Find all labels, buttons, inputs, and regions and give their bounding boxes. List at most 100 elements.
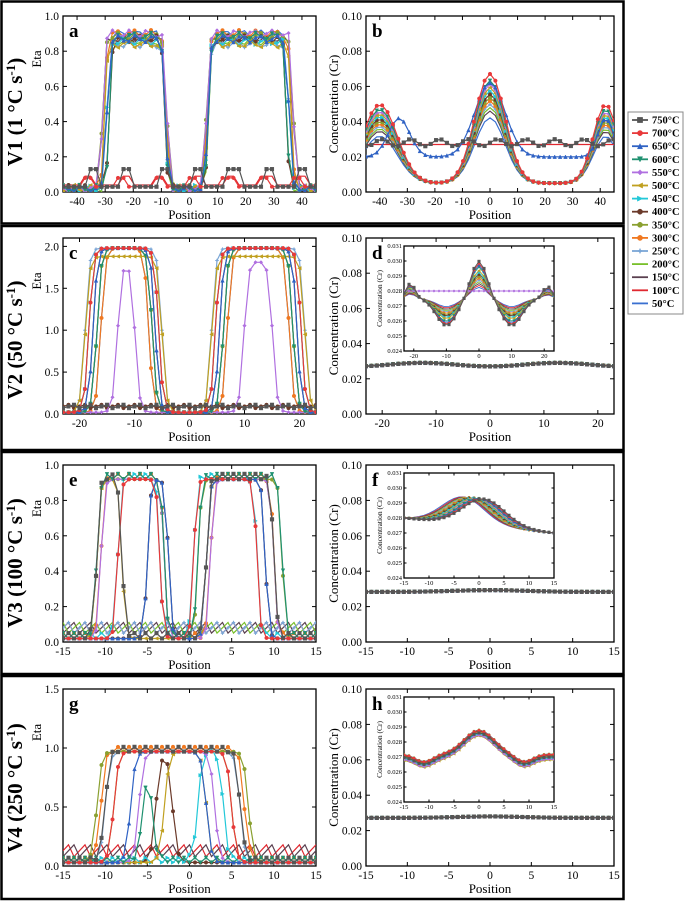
y-tick-label: 0.8 <box>45 495 60 507</box>
inset-y-label: Concentration (Cr) <box>375 270 384 327</box>
y-tick-label: 0.10 <box>342 11 362 23</box>
y-axis-label: Eta <box>29 272 44 290</box>
y-tick-label: 0.024 <box>387 575 402 582</box>
panel-letter-h: h <box>372 694 383 715</box>
x-tick-label: 10 <box>567 646 579 658</box>
panel-letter-e: e <box>69 470 77 491</box>
series-line <box>63 261 316 413</box>
y-tick-label: 0.4 <box>45 566 60 578</box>
y-tick-label: 0.031 <box>387 694 402 701</box>
series-line <box>63 759 316 864</box>
legend-label: 550°C <box>652 168 680 179</box>
x-tick-label: -40 <box>372 196 388 208</box>
x-tick-label: -5 <box>451 580 456 587</box>
y-tick-label: 0.2 <box>45 152 60 164</box>
y-tick-label: 0.08 <box>342 268 362 280</box>
y-tick-label: 0.029 <box>387 500 402 507</box>
y-tick-label: 0.024 <box>387 348 402 355</box>
x-tick-label: -20 <box>427 196 443 208</box>
legend-item: 750°C <box>632 116 680 127</box>
x-tick-label: -10 <box>428 418 444 430</box>
y-tick-label: 0.028 <box>387 288 402 295</box>
row-label-4: V4 (250 °C s-1) <box>3 723 28 853</box>
legend-label: 600°C <box>652 155 680 166</box>
x-tick-label: 10 <box>526 804 533 811</box>
legend-item: 450°C <box>632 194 680 205</box>
x-tick-label: -10 <box>425 804 434 811</box>
x-tick-label: 10 <box>212 196 224 208</box>
x-tick-label: -20 <box>126 196 142 208</box>
row-4-border <box>0 674 625 901</box>
legend-item: 500°C <box>632 181 680 192</box>
x-tick-label: 30 <box>567 196 579 208</box>
y-axis-label: Eta <box>29 500 44 518</box>
x-tick-label: 15 <box>310 870 322 882</box>
legend-item: 550°C <box>632 168 680 179</box>
y-tick-label: 1.0 <box>45 11 60 23</box>
x-tick-label: 20 <box>539 196 551 208</box>
y-tick-label: 0.027 <box>387 303 402 310</box>
x-tick-label: -15 <box>55 870 71 882</box>
x-tick-label: 0 <box>477 804 480 811</box>
x-tick-label: 20 <box>294 418 306 430</box>
series-line <box>63 34 316 192</box>
legend-item: 250°C <box>632 247 680 258</box>
y-tick-label: 0.00 <box>342 187 362 199</box>
y-tick-label: 0.8 <box>45 46 60 58</box>
series-line <box>366 106 614 184</box>
legend-label: 350°C <box>652 220 680 231</box>
y-tick-label: 0.04 <box>342 339 362 351</box>
y-tick-label: 0.026 <box>387 545 402 552</box>
y-tick-label: 0.5 <box>45 367 60 379</box>
y-tick-label: 0.0 <box>45 637 60 649</box>
x-tick-label: 0 <box>487 196 493 208</box>
x-tick-label: 10 <box>526 580 533 587</box>
legend-item: 50°C <box>632 299 674 310</box>
x-tick-label: -5 <box>444 646 454 658</box>
x-tick-label: -10 <box>127 418 143 430</box>
x-tick-label: -30 <box>400 196 416 208</box>
series-line <box>63 29 316 192</box>
panel-letter-d: d <box>372 243 383 264</box>
y-tick-label: 0.04 <box>342 117 362 129</box>
y-tick-label: 0.031 <box>387 470 402 477</box>
series-line <box>63 29 316 192</box>
x-tick-label: 0 <box>487 418 493 430</box>
y-tick-label: 0.00 <box>342 637 362 649</box>
y-tick-label: 0.029 <box>387 724 402 731</box>
legend-item: 100°C <box>632 286 680 297</box>
series-line <box>63 843 316 858</box>
x-tick-label: 0 <box>487 646 493 658</box>
x-tick-label: -15 <box>400 804 409 811</box>
legend-label: 100°C <box>652 286 680 297</box>
x-tick-label: -5 <box>444 870 454 882</box>
x-tick-label: -10 <box>455 196 471 208</box>
x-axis-label: Position <box>168 207 211 222</box>
inset-d: -20 -10 0 10 20 0.024 0.025 0.026 0.027 0.028 0.02… <box>375 243 555 360</box>
series-line <box>63 37 316 192</box>
inset-f: -15 -10 -5 0 5 10 15 0.024 0.025 0.026 0.027 0.028 0… <box>375 470 557 587</box>
x-tick-label: -10 <box>97 646 113 658</box>
x-tick-label: 5 <box>229 646 235 658</box>
series-line <box>63 34 316 192</box>
legend-label: 700°C <box>652 129 680 140</box>
series-line <box>63 39 316 192</box>
x-tick-label: 5 <box>528 646 534 658</box>
legend-item: 700°C <box>632 129 680 140</box>
y-tick-label: 0.00 <box>342 409 362 421</box>
legend-item: 350°C <box>632 220 680 231</box>
x-tick-label: 15 <box>551 804 558 811</box>
x-tick-label: 10 <box>538 418 550 430</box>
y-tick-label: 0.10 <box>342 233 362 245</box>
x-tick-label: 15 <box>608 870 620 882</box>
y-tick-label: 0.08 <box>342 719 362 731</box>
x-tick-label: -15 <box>400 580 409 587</box>
x-tick-label: 20 <box>240 196 252 208</box>
y-tick-label: 0.024 <box>387 799 402 806</box>
legend-item: 300°C <box>632 233 680 244</box>
legend-label: 200°C <box>652 260 680 271</box>
inset-h: -15 -10 -5 0 5 10 15 0.024 0.025 0.026 0.027 0.028 0… <box>375 694 557 811</box>
legend-label: 750°C <box>652 116 680 127</box>
x-tick-label: -10 <box>154 196 170 208</box>
y-tick-label: 0.06 <box>342 81 362 93</box>
